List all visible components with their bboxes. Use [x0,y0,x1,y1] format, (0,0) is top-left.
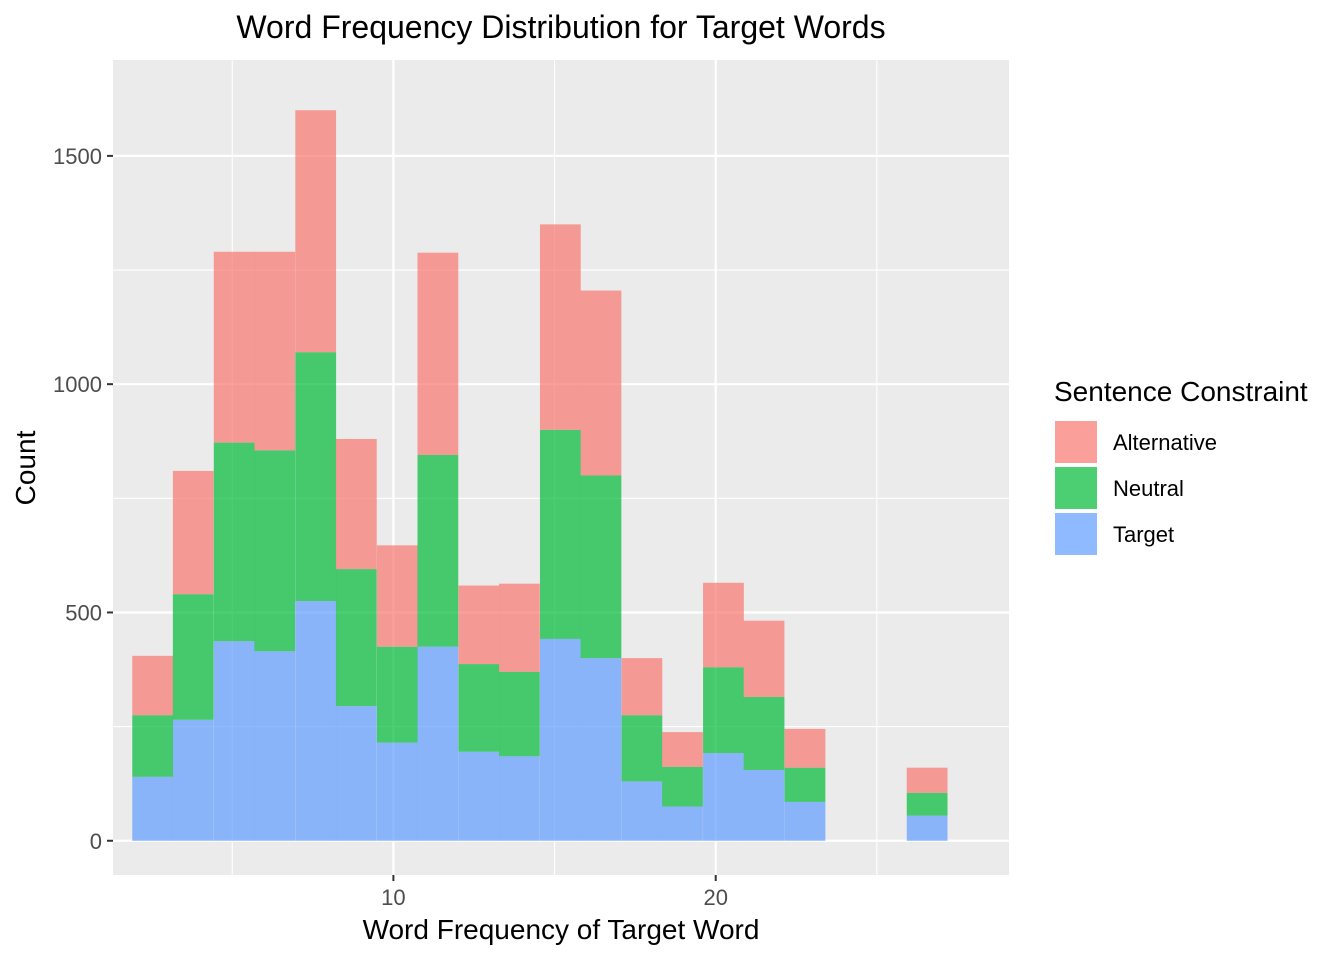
bar-target [458,751,500,841]
legend-title: Sentence Constraint [1054,376,1308,407]
bar-neutral [254,450,296,652]
legend-key-target [1055,513,1097,555]
bar-target [784,801,826,841]
bar-alternative [335,438,377,570]
bar-target [703,753,744,841]
bar-alternative [784,728,826,768]
bar-target [335,706,377,841]
bar-target [213,641,255,841]
bar-alternative [458,585,500,665]
bar-neutral [743,696,785,770]
legend-label-neutral: Neutral [1113,476,1184,501]
bar-alternative [621,658,663,716]
bar-neutral [458,664,500,752]
bar-alternative [499,583,540,672]
bar-alternative [295,110,337,353]
bar-target [295,601,337,841]
bar-alternative [703,582,744,668]
y-tick-label: 1000 [53,372,102,397]
legend: Sentence Constraint Alternative Neutral Ta… [1054,376,1308,555]
bar-alternative [662,732,703,767]
bar-alternative [213,251,255,443]
bar-neutral [295,352,337,602]
bar-neutral [335,569,377,707]
bar-target [132,776,174,841]
bar-target [621,781,663,841]
bar-target [580,658,622,841]
y-axis: 0 500 1000 1500 [53,144,113,854]
bar-neutral [539,429,581,639]
y-tick-label: 500 [65,600,102,625]
bar-alternative [132,655,174,716]
x-tick-label: 10 [381,885,405,910]
legend-items: Alternative Neutral Target [1055,421,1217,555]
bar-alternative [906,767,948,793]
bar-target [662,806,703,841]
bar-target [499,756,540,841]
bar-neutral [213,442,255,642]
bar-neutral [621,715,663,782]
y-axis-title: Count [10,430,41,505]
bar-neutral [417,454,459,647]
bar-neutral [703,667,744,754]
bar-neutral [172,594,214,720]
bar-alternative [539,224,581,430]
bar-alternative [376,545,418,647]
bar-neutral [662,766,703,807]
bar-alternative [172,470,214,595]
y-tick-label: 1500 [53,144,102,169]
bar-neutral [906,792,948,816]
x-tick-label: 20 [703,885,727,910]
bar-neutral [132,715,174,777]
histogram-bars [132,110,948,841]
legend-label-target: Target [1113,522,1174,547]
bar-neutral [499,671,540,757]
bar-alternative [254,251,296,451]
bar-target [539,638,581,841]
bar-neutral [784,767,826,802]
bar-target [376,742,418,841]
legend-key-alternative [1055,421,1097,463]
bar-neutral [580,475,622,659]
chart-title: Word Frequency Distribution for Target W… [236,9,885,45]
bar-target [417,646,459,841]
bar-neutral [376,646,418,743]
x-axis-title: Word Frequency of Target Word [363,914,760,945]
bar-target [172,719,214,841]
x-axis: 10 20 [381,875,728,910]
bar-alternative [580,290,622,476]
y-tick-label: 0 [90,829,102,854]
bar-alternative [417,252,459,455]
bar-target [254,651,296,841]
legend-label-alternative: Alternative [1113,430,1217,455]
legend-key-neutral [1055,467,1097,509]
bar-target [743,769,785,841]
bar-target [906,815,948,841]
bar-alternative [743,620,785,697]
